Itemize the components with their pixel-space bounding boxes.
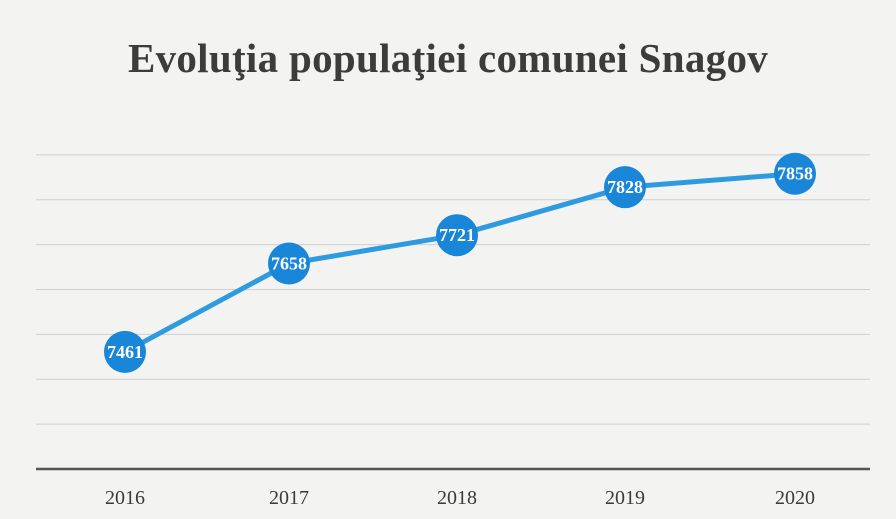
- data-point: [604, 166, 646, 209]
- data-label: 7461: [107, 342, 143, 362]
- chart-title: Evoluţia populaţiei comunei Snagov: [127, 35, 769, 81]
- data-point: [268, 242, 310, 285]
- series-line: [122, 171, 798, 355]
- data-point: [774, 152, 816, 195]
- x-tick-label: 2017: [269, 487, 309, 509]
- data-point: [104, 330, 146, 373]
- data-label: 7858: [777, 164, 813, 184]
- x-tick-label: 2020: [775, 487, 815, 509]
- x-tick-label: 2016: [105, 487, 145, 509]
- x-tick-label: 2018: [437, 487, 477, 509]
- x-tick-label: 2019: [605, 487, 645, 509]
- data-label: 7828: [607, 177, 643, 197]
- data-label: 7721: [439, 225, 475, 245]
- data-point: [436, 214, 478, 257]
- data-label: 7658: [271, 253, 307, 273]
